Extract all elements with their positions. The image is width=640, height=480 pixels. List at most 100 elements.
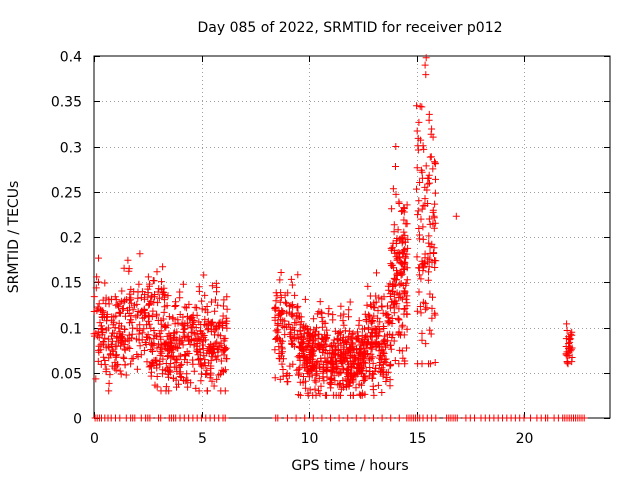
data-point xyxy=(95,254,102,262)
data-point xyxy=(391,357,399,364)
data-point xyxy=(378,389,386,396)
data-point xyxy=(389,244,396,252)
data-point xyxy=(208,282,216,290)
data-point xyxy=(344,414,352,422)
data-point xyxy=(287,302,295,309)
data-point xyxy=(426,249,434,257)
data-point xyxy=(349,352,357,360)
data-point xyxy=(401,253,409,261)
data-point xyxy=(398,323,406,331)
data-point xyxy=(362,316,370,323)
data-point xyxy=(161,344,169,352)
data-point xyxy=(418,329,426,337)
data-point xyxy=(292,319,300,327)
data-point xyxy=(279,366,287,373)
data-point xyxy=(337,312,345,320)
data-point xyxy=(321,319,329,327)
data-point xyxy=(126,296,133,304)
data-point xyxy=(378,302,386,310)
data-point xyxy=(284,289,292,297)
data-point xyxy=(365,325,373,333)
data-point xyxy=(391,275,399,283)
data-point xyxy=(318,323,326,331)
data-point xyxy=(452,212,460,220)
data-point xyxy=(153,332,160,340)
data-point xyxy=(134,288,142,296)
data-point xyxy=(392,143,400,150)
data-point xyxy=(110,329,118,337)
data-point xyxy=(339,377,347,384)
data-point xyxy=(337,385,345,393)
data-point xyxy=(317,382,325,390)
data-point xyxy=(143,358,151,366)
data-point xyxy=(347,364,355,372)
data-point xyxy=(175,352,183,360)
data-point xyxy=(276,276,284,284)
data-point xyxy=(272,335,280,343)
data-point xyxy=(214,331,222,339)
data-point xyxy=(335,414,343,422)
data-point xyxy=(173,383,180,391)
data-point xyxy=(95,300,103,308)
data-point xyxy=(277,269,285,276)
data-point xyxy=(305,330,313,337)
data-point xyxy=(136,250,144,258)
data-point xyxy=(191,329,199,337)
data-point xyxy=(212,296,219,304)
data-point xyxy=(428,314,436,322)
data-point xyxy=(395,360,403,368)
data-point xyxy=(374,381,382,389)
data-point xyxy=(99,307,107,315)
data-point xyxy=(116,328,124,336)
data-point xyxy=(187,328,195,336)
data-point xyxy=(305,336,313,344)
data-point xyxy=(276,375,284,383)
data-point xyxy=(426,179,433,187)
data-point xyxy=(213,375,221,383)
data-point xyxy=(564,360,572,368)
data-point xyxy=(293,304,301,312)
data-point xyxy=(402,295,410,303)
data-point xyxy=(116,367,124,375)
data-point xyxy=(99,296,107,304)
data-point xyxy=(319,348,327,356)
data-point xyxy=(369,382,377,390)
data-point xyxy=(115,308,123,316)
data-point xyxy=(372,292,380,300)
data-point xyxy=(124,335,132,343)
data-point xyxy=(219,324,226,332)
data-point xyxy=(332,357,340,365)
data-point xyxy=(217,339,225,347)
data-point xyxy=(374,307,382,315)
data-point xyxy=(366,312,374,320)
data-point xyxy=(426,243,434,251)
data-point xyxy=(140,325,148,333)
data-point xyxy=(396,346,404,354)
data-point xyxy=(424,276,432,284)
data-point xyxy=(201,356,209,364)
data-point xyxy=(423,304,431,312)
data-point xyxy=(426,290,434,298)
data-point xyxy=(366,364,374,371)
data-point xyxy=(544,414,552,422)
data-point xyxy=(214,301,222,309)
data-point xyxy=(383,341,391,349)
data-point xyxy=(304,342,312,350)
data-point xyxy=(200,271,208,279)
data-point xyxy=(151,381,159,389)
data-point xyxy=(375,294,383,302)
data-point xyxy=(312,371,320,379)
data-point xyxy=(131,414,139,422)
data-point xyxy=(345,382,353,390)
data-point xyxy=(374,323,382,331)
data-point xyxy=(172,298,179,306)
data-point xyxy=(383,374,391,381)
data-point xyxy=(429,208,437,216)
data-point xyxy=(300,373,307,380)
data-point xyxy=(321,391,329,399)
data-point xyxy=(222,355,230,363)
data-point xyxy=(296,378,304,386)
data-point xyxy=(190,367,198,375)
data-point xyxy=(172,376,180,384)
data-point xyxy=(354,360,362,367)
